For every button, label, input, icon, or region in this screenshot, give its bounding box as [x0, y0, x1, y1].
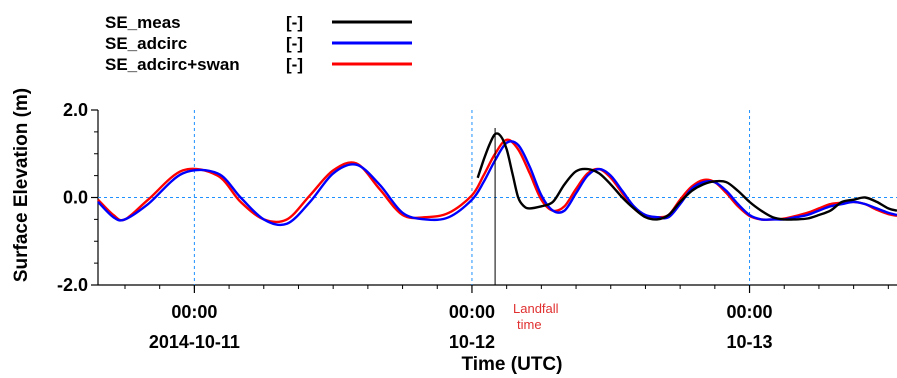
legend-series-name: SE_adcirc+swan [105, 55, 240, 74]
plot-area: 2.00.0-2.0 00:002014-10-1100:0010-1200:0… [57, 100, 897, 352]
legend-series-unit: [-] [286, 55, 303, 74]
series-line-se-adcirc-swan [97, 138, 897, 224]
y-axis-title: Surface Elevation (m) [11, 88, 32, 282]
legend-series-unit: [-] [286, 34, 303, 53]
legend-series-name: SE_meas [105, 13, 181, 32]
landfall-annotation-line2: time [517, 317, 542, 332]
y-tick-label: -2.0 [57, 275, 88, 295]
x-ticks: 00:00 2014-10-11 00:00 10-12 00:00 10-13 [124, 285, 889, 352]
series-lines [97, 132, 897, 227]
x-tick-time-label: 00:00 [171, 302, 217, 322]
x-tick-time-label: 00:00 [727, 302, 773, 322]
legend-series-name: SE_adcirc [105, 34, 187, 53]
x-axis-title: Time (UTC) [462, 354, 563, 375]
series-line-se-adcirc [97, 140, 897, 227]
y-ticks: 2.0 0.0 -2.0 [57, 100, 98, 295]
grid-lines [98, 110, 897, 285]
landfall-annotation-line1: Landfall [513, 301, 559, 316]
x-tick-date-label: 10-12 [449, 332, 495, 352]
x-tick-date-label: 2014-10-11 [149, 332, 240, 352]
x-tick-time-label: 00:00 [449, 302, 495, 322]
x-tick-date-label: 10-13 [727, 332, 773, 352]
legend: SE_meas [-] SE_adcirc [-] SE_adcirc+swan [-] [105, 13, 412, 74]
y-tick-label: 0.0 [63, 188, 88, 208]
legend-series-unit: [-] [286, 13, 303, 32]
y-tick-label: 2.0 [63, 100, 88, 120]
series-line-se-meas [476, 132, 897, 221]
